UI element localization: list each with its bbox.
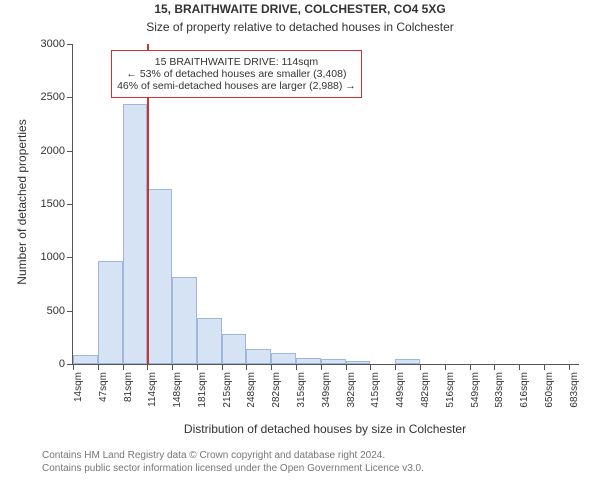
histogram-bar: [395, 359, 420, 364]
chart-container: 15, BRAITHWAITE DRIVE, COLCHESTER, CO4 5…: [0, 0, 600, 500]
info-box: 15 BRAITHWAITE DRIVE: 114sqm← 53% of det…: [111, 50, 362, 98]
x-tick: [346, 364, 347, 370]
x-tick-label: 482sqm: [420, 372, 431, 408]
histogram-bar: [271, 353, 296, 364]
x-tick-label: 650sqm: [544, 372, 555, 408]
x-tick-label: 14sqm: [73, 372, 84, 402]
x-tick-label: 248sqm: [246, 372, 257, 408]
y-tick-label: 2500: [41, 91, 73, 103]
title-address: 15, BRAITHWAITE DRIVE, COLCHESTER, CO4 5…: [0, 2, 600, 16]
x-tick: [370, 364, 371, 370]
x-tick-label: 114sqm: [147, 372, 158, 407]
x-tick-label: 349sqm: [321, 372, 332, 408]
histogram-bar: [98, 261, 123, 364]
x-tick: [246, 364, 247, 370]
x-tick: [98, 364, 99, 370]
info-box-line: 46% of semi-detached houses are larger (…: [117, 80, 356, 92]
x-tick: [123, 364, 124, 370]
x-tick: [519, 364, 520, 370]
x-axis-label: Distribution of detached houses by size …: [72, 422, 578, 436]
x-tick-label: 148sqm: [172, 372, 183, 408]
histogram-bar: [246, 349, 271, 364]
x-tick-label: 449sqm: [395, 372, 406, 408]
histogram-bar: [296, 358, 321, 364]
footer-line-2: Contains public sector information licen…: [42, 463, 424, 476]
plot-area: 05001000150020002500300014sqm47sqm81sqm1…: [72, 44, 579, 365]
x-tick-label: 683sqm: [569, 372, 580, 408]
x-tick-label: 282sqm: [271, 372, 282, 408]
histogram-bar: [147, 189, 172, 364]
histogram-bar: [73, 355, 98, 364]
x-tick: [544, 364, 545, 370]
x-tick: [420, 364, 421, 370]
x-tick: [395, 364, 396, 370]
x-tick: [271, 364, 272, 370]
histogram-bar: [123, 104, 148, 364]
histogram-bar: [321, 359, 346, 364]
y-tick-label: 0: [59, 358, 73, 370]
x-tick-label: 81sqm: [123, 372, 134, 402]
y-tick-label: 500: [47, 305, 73, 317]
x-tick: [569, 364, 570, 370]
x-tick: [197, 364, 198, 370]
footer-attribution: Contains HM Land Registry data © Crown c…: [42, 450, 424, 475]
y-axis-label: Number of detached properties: [15, 102, 29, 302]
x-tick-label: 583sqm: [494, 372, 505, 408]
info-box-line: ← 53% of detached houses are smaller (3,…: [117, 68, 356, 80]
x-tick-label: 47sqm: [98, 372, 109, 402]
y-tick-label: 1500: [41, 198, 73, 210]
histogram-bar: [197, 318, 222, 364]
x-tick-label: 549sqm: [470, 372, 481, 408]
x-tick: [172, 364, 173, 370]
y-tick-label: 2000: [41, 145, 73, 157]
info-box-line: 15 BRAITHWAITE DRIVE: 114sqm: [117, 56, 356, 68]
x-tick-label: 215sqm: [222, 372, 233, 408]
y-tick-label: 1000: [41, 251, 73, 263]
histogram-bar: [346, 361, 371, 364]
x-tick: [222, 364, 223, 370]
x-tick-label: 382sqm: [346, 372, 357, 408]
histogram-bar: [172, 277, 197, 364]
x-tick: [494, 364, 495, 370]
x-tick: [445, 364, 446, 370]
x-tick: [73, 364, 74, 370]
histogram-bar: [222, 334, 247, 364]
x-tick: [296, 364, 297, 370]
x-tick: [321, 364, 322, 370]
x-tick-label: 315sqm: [296, 372, 307, 408]
y-tick-label: 3000: [41, 38, 73, 50]
x-tick-label: 181sqm: [197, 372, 208, 408]
footer-line-1: Contains HM Land Registry data © Crown c…: [42, 450, 424, 463]
x-tick: [147, 364, 148, 370]
x-tick-label: 516sqm: [445, 372, 456, 408]
x-tick-label: 415sqm: [370, 372, 381, 408]
x-tick: [470, 364, 471, 370]
title-sub: Size of property relative to detached ho…: [0, 20, 600, 34]
x-tick-label: 616sqm: [519, 372, 530, 408]
